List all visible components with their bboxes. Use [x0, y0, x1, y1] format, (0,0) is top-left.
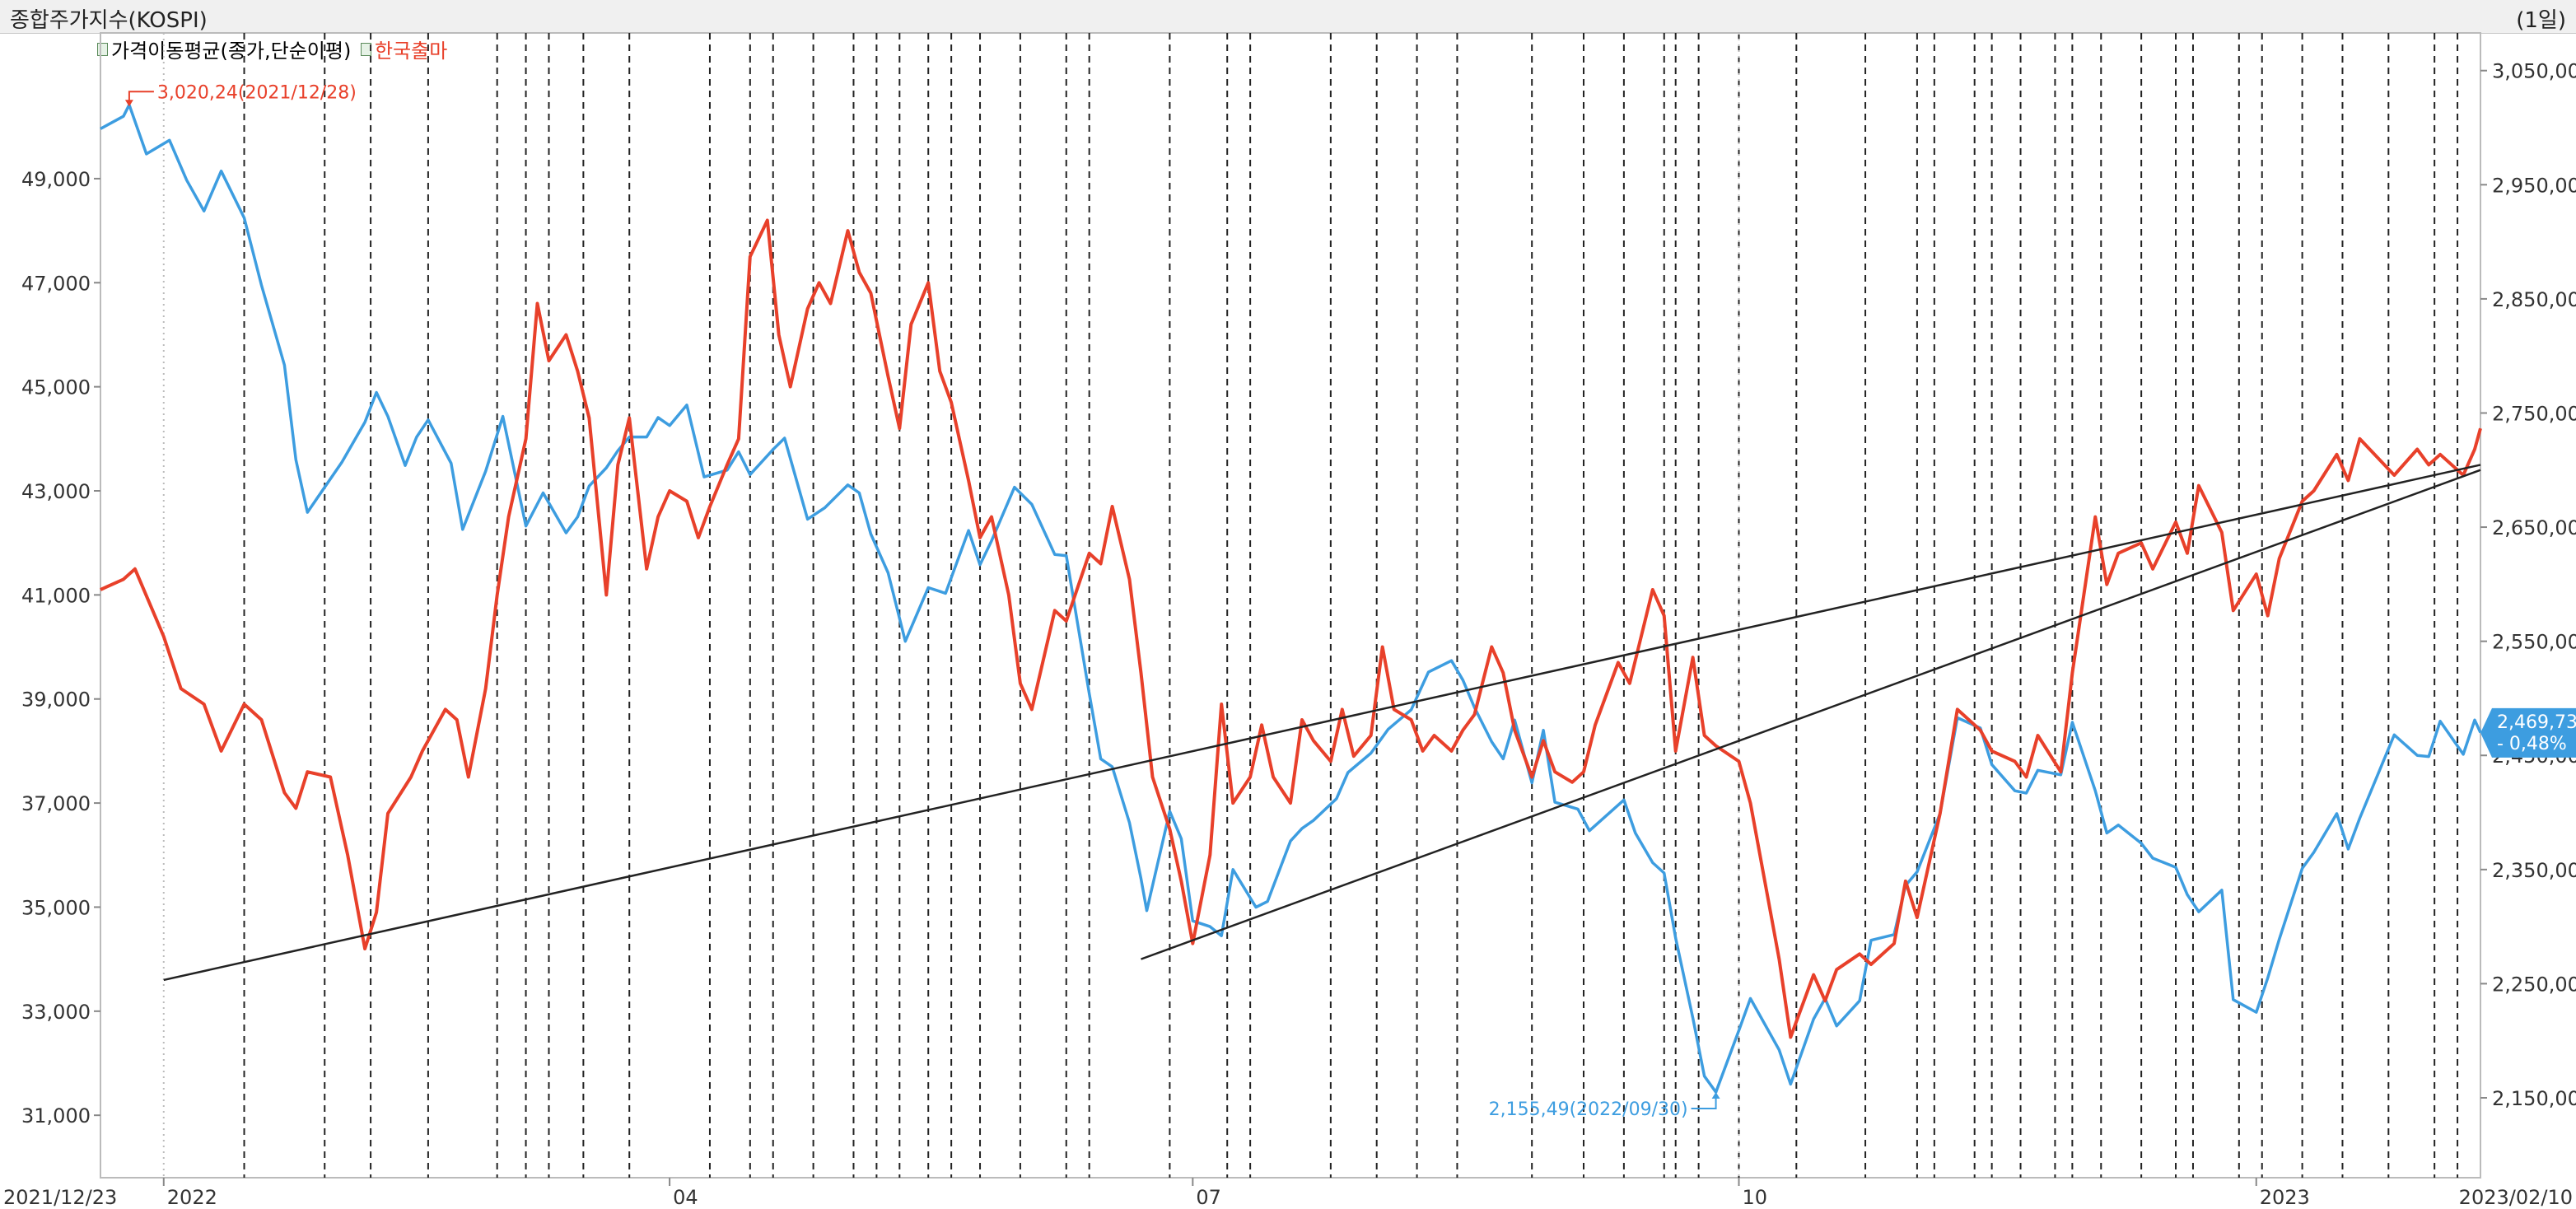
- left-axis-label: 41,000: [21, 584, 91, 607]
- x-axis-label: 2023: [2260, 1186, 2310, 1209]
- legend-label: 한국출마: [374, 40, 448, 63]
- right-axis-label: 2,450,00: [2492, 745, 2576, 768]
- annotation-label: 3,020,24(2021/12/28): [157, 82, 357, 103]
- legend: 가격이동평균(종가,단순이평) 한국출마: [97, 35, 450, 63]
- annotation-arrow-icon: [124, 100, 133, 107]
- left-axis-label: 35,000: [21, 896, 91, 919]
- x-axis-start-label: 2021/12/23: [3, 1186, 117, 1209]
- right-axis-label: 2,850,00: [2492, 288, 2576, 311]
- legend-checkbox-icon[interactable]: [97, 42, 108, 56]
- chart-title: 종합주가지수(KOSPI): [10, 8, 208, 33]
- last-value-price: 2,469,73: [2497, 712, 2576, 733]
- legend-item-red-series[interactable]: 한국출마: [360, 35, 448, 63]
- right-axis-label: 2,950,00: [2492, 174, 2576, 197]
- annotation-leader: [128, 91, 154, 102]
- legend-label: 가격이동평균(종가,단순이평): [111, 40, 352, 63]
- kospi-line: [100, 103, 2482, 1094]
- right-axis-label: 2,550,00: [2492, 631, 2576, 654]
- x-axis-label: 04: [673, 1186, 698, 1209]
- left-axis-label: 43,000: [21, 480, 91, 503]
- period-label[interactable]: (1일): [2516, 8, 2566, 33]
- trendline: [1141, 469, 2481, 960]
- legend-item-moving-average[interactable]: 가격이동평균(종가,단순이평): [97, 35, 351, 63]
- legend-checkbox-icon[interactable]: [360, 42, 371, 56]
- right-axis-label: 2,750,00: [2492, 402, 2576, 425]
- left-axis-label: 45,000: [21, 376, 91, 399]
- last-value-badge: [2480, 707, 2576, 758]
- annotation-label: 2,155,49(2022/09/30): [1489, 1099, 1688, 1120]
- right-axis-label: 2,250,00: [2492, 973, 2576, 996]
- annotation-arrow-icon: [1711, 1092, 1720, 1099]
- left-axis-label: 33,000: [21, 1001, 91, 1024]
- red-series-line: [100, 218, 2482, 1039]
- right-axis-label: 2,350,00: [2492, 859, 2576, 882]
- x-axis-label: 10: [1742, 1186, 1767, 1209]
- left-axis-label: 37,000: [21, 792, 91, 815]
- right-axis-label: 2,150,00: [2492, 1087, 2576, 1110]
- x-axis-label: 2022: [167, 1186, 217, 1209]
- annotation-leader: [1691, 1097, 1717, 1110]
- left-axis-label: 49,000: [21, 168, 91, 191]
- plot-frame: [100, 32, 2481, 1179]
- left-axis-label: 39,000: [21, 689, 91, 712]
- x-axis-end-label: 2023/02/10: [2459, 1186, 2573, 1209]
- last-value-change: - 0,48%: [2497, 734, 2567, 754]
- chart-header: 종합주가지수(KOSPI) (1일): [0, 0, 2576, 34]
- right-axis-label: 3,050,00: [2492, 60, 2576, 83]
- right-axis-label: 2,650,00: [2492, 516, 2576, 539]
- trendline: [163, 464, 2481, 982]
- left-axis-label: 31,000: [21, 1104, 91, 1127]
- left-axis-label: 47,000: [21, 272, 91, 295]
- x-axis-label: 07: [1196, 1186, 1221, 1209]
